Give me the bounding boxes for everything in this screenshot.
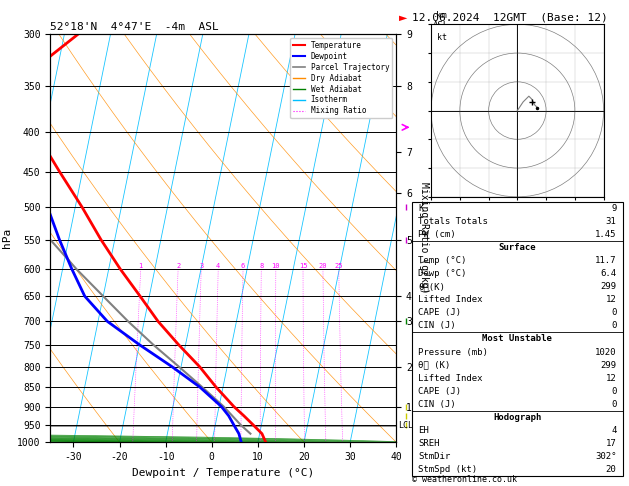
Text: 1020: 1020 (595, 347, 616, 357)
Text: 12: 12 (606, 295, 616, 304)
Text: 299: 299 (600, 282, 616, 291)
Text: 0: 0 (611, 321, 616, 330)
Text: θᴄ(K): θᴄ(K) (418, 282, 445, 291)
Text: 15: 15 (299, 263, 308, 269)
Text: Lifted Index: Lifted Index (418, 295, 483, 304)
Text: 17: 17 (606, 439, 616, 448)
Text: 8: 8 (259, 263, 264, 269)
Text: Temp (°C): Temp (°C) (418, 256, 467, 265)
Text: 4: 4 (216, 263, 220, 269)
Text: 302°: 302° (595, 452, 616, 461)
Text: 0: 0 (611, 308, 616, 317)
Text: 2: 2 (176, 263, 181, 269)
Text: StmDir: StmDir (418, 452, 450, 461)
Text: Pressure (mb): Pressure (mb) (418, 347, 488, 357)
Text: K: K (418, 204, 424, 213)
Text: SREH: SREH (418, 439, 440, 448)
Text: Most Unstable: Most Unstable (482, 334, 552, 344)
Text: EH: EH (418, 426, 429, 435)
Text: 12: 12 (606, 374, 616, 382)
Text: 10: 10 (272, 263, 280, 269)
Text: Surface: Surface (499, 243, 536, 252)
Text: CAPE (J): CAPE (J) (418, 308, 461, 317)
Text: CAPE (J): CAPE (J) (418, 387, 461, 396)
Text: CIN (J): CIN (J) (418, 400, 456, 409)
Text: 12.06.2024  12GMT  (Base: 12): 12.06.2024 12GMT (Base: 12) (412, 12, 608, 22)
Text: 52°18'N  4°47'E  -4m  ASL: 52°18'N 4°47'E -4m ASL (50, 22, 219, 32)
Text: Totals Totals: Totals Totals (418, 217, 488, 226)
Text: Dewp (°C): Dewp (°C) (418, 269, 467, 278)
Text: 9: 9 (611, 204, 616, 213)
Text: km
ASL: km ASL (433, 11, 449, 30)
Text: Hodograph: Hodograph (493, 413, 542, 422)
Text: © weatheronline.co.uk: © weatheronline.co.uk (412, 474, 517, 484)
X-axis label: Dewpoint / Temperature (°C): Dewpoint / Temperature (°C) (132, 468, 314, 478)
Text: LCL: LCL (399, 421, 414, 430)
Text: 31: 31 (606, 217, 616, 226)
Text: 6.4: 6.4 (600, 269, 616, 278)
Text: 20: 20 (319, 263, 327, 269)
Text: 1.45: 1.45 (595, 230, 616, 239)
Text: PW (cm): PW (cm) (418, 230, 456, 239)
Y-axis label: Mixing Ratio (g/kg): Mixing Ratio (g/kg) (418, 182, 428, 294)
Text: 11.7: 11.7 (595, 256, 616, 265)
Text: 0: 0 (611, 387, 616, 396)
Y-axis label: hPa: hPa (1, 228, 11, 248)
Text: 0: 0 (611, 400, 616, 409)
Text: 20: 20 (606, 465, 616, 474)
Text: 6: 6 (241, 263, 245, 269)
Text: ►: ► (399, 11, 408, 25)
Text: kt: kt (437, 33, 447, 42)
Text: Lifted Index: Lifted Index (418, 374, 483, 382)
Text: 299: 299 (600, 361, 616, 370)
Text: 3: 3 (199, 263, 203, 269)
Text: StmSpd (kt): StmSpd (kt) (418, 465, 477, 474)
Text: CIN (J): CIN (J) (418, 321, 456, 330)
Legend: Temperature, Dewpoint, Parcel Trajectory, Dry Adiabat, Wet Adiabat, Isotherm, Mi: Temperature, Dewpoint, Parcel Trajectory… (290, 38, 392, 119)
Text: θᴄ (K): θᴄ (K) (418, 361, 450, 370)
Text: 1: 1 (138, 263, 143, 269)
Text: 4: 4 (611, 426, 616, 435)
Text: 25: 25 (335, 263, 343, 269)
